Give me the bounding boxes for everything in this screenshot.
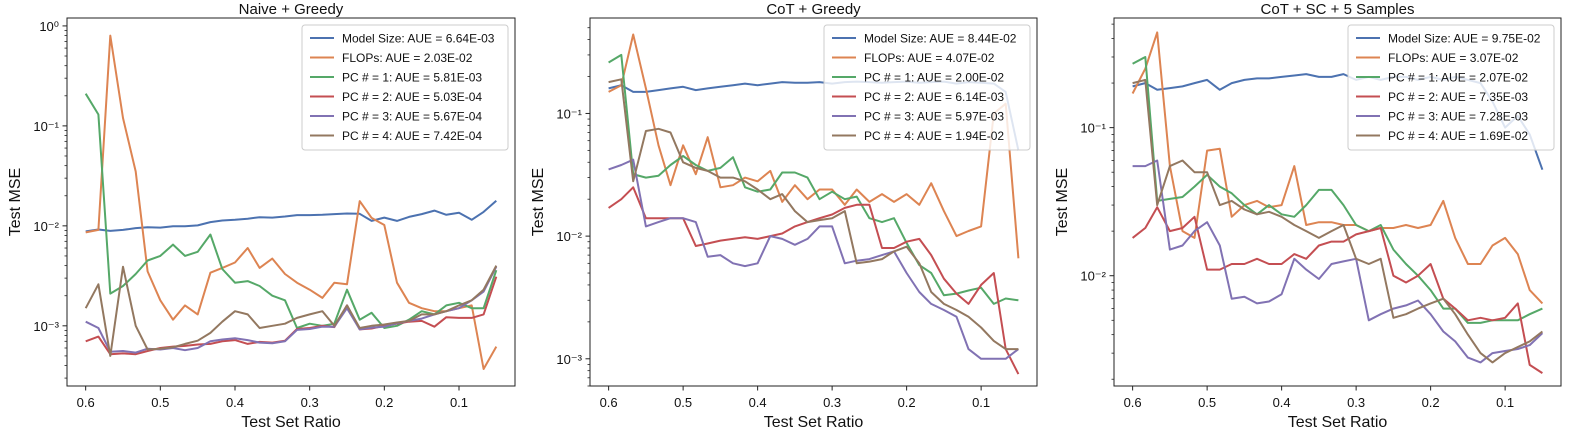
legend-label: PC # = 2: AUE = 6.14E-03 [864, 90, 1004, 104]
x-axis-label: Test Set Ratio [764, 414, 864, 431]
chart-panel-1: Naive + Greedy 10⁻³ 10⁻² 10⁻¹ 10⁰ 0.6 0.5 0.4 0.… [7, 1, 516, 431]
plot-frame [66, 17, 516, 387]
legend-label: PC # = 1: AUE = 2.07E-02 [1388, 71, 1528, 85]
series-line-4 [1131, 206, 1543, 374]
x-tick-label: 0.2 [898, 395, 916, 410]
x-tick-label: 0.5 [151, 395, 169, 410]
chart-title: CoT + Greedy [766, 1, 861, 18]
y-tick-label: 10⁻¹ [1080, 121, 1106, 136]
x-tick-label: 0.2 [1422, 395, 1440, 410]
legend: Model Size: AUE = 6.64E-03 FLOPs: AUE = 2… [301, 24, 509, 151]
x-tick-label: 0.3 [301, 395, 319, 410]
legend-label: FLOPs: AUE = 3.07E-02 [1388, 51, 1519, 65]
chart-title: Naive + Greedy [239, 1, 344, 18]
legend-label: PC # = 3: AUE = 5.97E-03 [864, 110, 1004, 124]
x-tick-label: 0.1 [450, 395, 468, 410]
series-line-6 [608, 78, 1019, 351]
series-line-1 [85, 200, 497, 233]
x-tick-label: 0.2 [375, 395, 393, 410]
chart-panel-2: CoT + Greedy 10⁻³ 10⁻² 10⁻¹ 0.6 0.5 0.4 0.3 0.2 0… [530, 1, 1038, 431]
series-line-2 [1131, 31, 1544, 305]
y-tick-label: 10⁻³ [33, 319, 59, 334]
y-tick-label: 10⁻¹ [33, 119, 59, 134]
legend-label: PC # = 3: AUE = 7.28E-03 [1388, 110, 1528, 124]
y-axis-label: Test MSE [1054, 168, 1071, 236]
y-tick-label: 10⁻² [33, 219, 59, 234]
series-lines [84, 34, 498, 370]
axes: 10⁻³ 10⁻² 10⁻¹ 10⁰ 0.6 0.5 0.4 0.3 0.2 0.1 Test Se… [7, 19, 468, 431]
legend-label: PC # = 4: AUE = 7.42E-04 [342, 129, 482, 143]
x-tick-label: 0.1 [1496, 395, 1514, 410]
legend: Model Size: AUE = 9.75E-02 FLOPs: AUE = 3… [1347, 24, 1555, 151]
chart-panel-3: CoT + SC + 5 Samples 10⁻² 10⁻¹ 0.6 0.5 0.4 0.3… [1054, 1, 1562, 431]
legend-label: PC # = 3: AUE = 5.67E-04 [342, 110, 482, 124]
legend-box [301, 24, 509, 151]
legend-label: FLOPs: AUE = 2.03E-02 [342, 51, 473, 65]
legend-label: PC # = 1: AUE = 5.81E-03 [342, 71, 482, 85]
x-tick-label: 0.4 [749, 395, 767, 410]
x-tick-label: 0.1 [972, 395, 990, 410]
x-tick-label: 0.5 [674, 395, 692, 410]
series-line-3 [84, 93, 498, 329]
legend-label: PC # = 1: AUE = 2.00E-02 [864, 71, 1004, 85]
legend-label: PC # = 2: AUE = 7.35E-03 [1388, 90, 1528, 104]
legend-label: PC # = 4: AUE = 1.69E-02 [1388, 129, 1528, 143]
legend-label: FLOPs: AUE = 4.07E-02 [864, 51, 995, 65]
x-axis-label: Test Set Ratio [1288, 414, 1388, 431]
axes: 10⁻² 10⁻¹ 0.6 0.5 0.4 0.3 0.2 0.1 Test Set Ratio… [1054, 23, 1514, 431]
chart-title: CoT + SC + 5 Samples [1261, 1, 1415, 18]
x-tick-label: 0.3 [823, 395, 841, 410]
x-tick-label: 0.6 [1124, 395, 1142, 410]
series-line-5 [608, 158, 1020, 360]
legend-label: PC # = 4: AUE = 1.94E-02 [864, 129, 1004, 143]
x-tick-label: 0.6 [77, 395, 95, 410]
legend: Model Size: AUE = 8.44E-02 FLOPs: AUE = 4… [823, 24, 1031, 151]
x-tick-label: 0.4 [1273, 395, 1291, 410]
y-tick-label: 10⁻³ [556, 352, 582, 367]
y-tick-label: 10⁰ [39, 19, 59, 34]
y-tick-label: 10⁻² [556, 229, 582, 244]
series-line-6 [84, 265, 498, 357]
plot-frame [1113, 17, 1562, 387]
series-line-5 [1132, 159, 1544, 364]
y-axis-label: Test MSE [530, 168, 547, 236]
x-tick-label: 0.3 [1347, 395, 1365, 410]
series-line-3 [1132, 56, 1543, 324]
legend-box [823, 24, 1031, 151]
series-line-2 [608, 33, 1020, 259]
legend-box [1347, 24, 1555, 151]
x-axis-label: Test Set Ratio [241, 414, 341, 431]
x-tick-label: 0.4 [226, 395, 244, 410]
x-tick-label: 0.6 [600, 395, 618, 410]
series-line-2 [85, 34, 498, 370]
legend-label: PC # = 2: AUE = 5.03E-04 [342, 90, 482, 104]
x-tick-label: 0.5 [1198, 395, 1216, 410]
legend-label: Model Size: AUE = 6.64E-03 [342, 32, 495, 46]
series-line-6 [1132, 78, 1544, 364]
series-line-4 [608, 186, 1020, 375]
y-axis-label: Test MSE [7, 168, 24, 236]
plot-frame [589, 17, 1038, 387]
series-line-3 [608, 53, 1019, 305]
y-tick-label: 10⁻¹ [556, 106, 582, 121]
axes: 10⁻³ 10⁻² 10⁻¹ 0.6 0.5 0.4 0.3 0.2 0.1 Test Set R… [530, 27, 990, 431]
legend-label: Model Size: AUE = 9.75E-02 [1388, 32, 1541, 46]
legend-label: Model Size: AUE = 8.44E-02 [864, 32, 1017, 46]
y-tick-label: 10⁻² [1080, 269, 1106, 284]
